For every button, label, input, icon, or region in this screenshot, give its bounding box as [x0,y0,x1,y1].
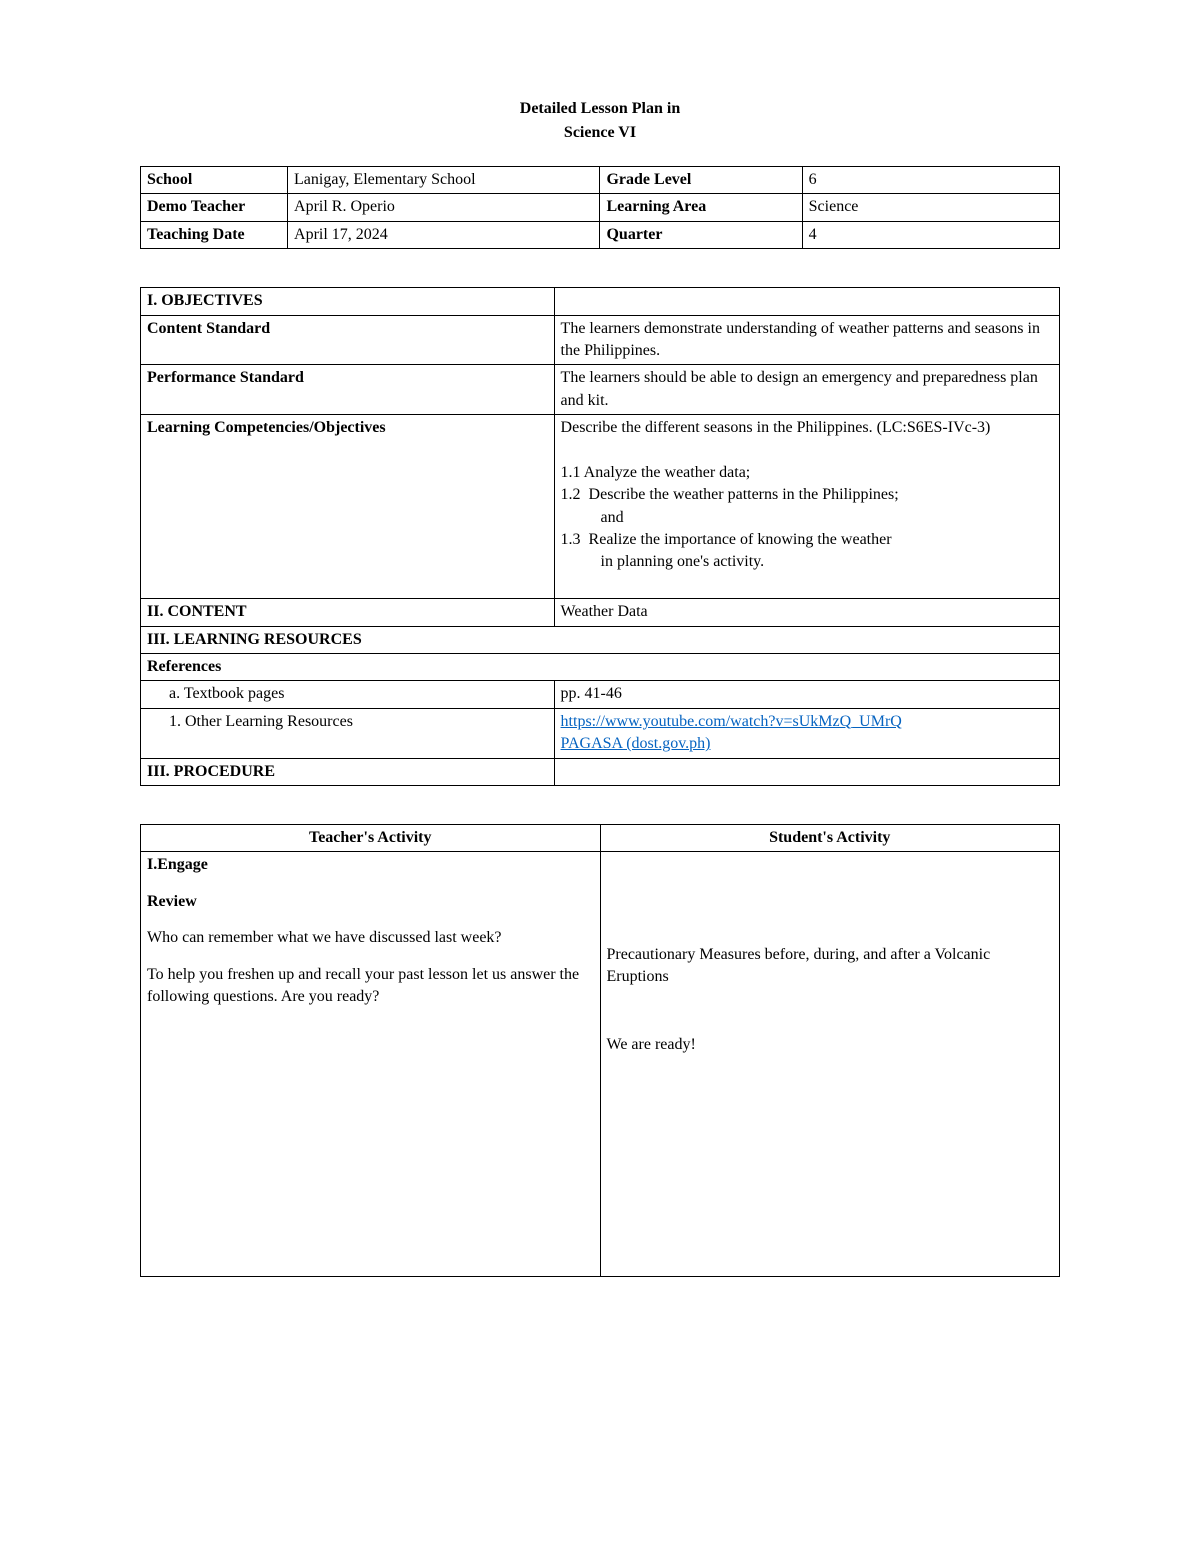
competency-1: 1.1 Analyze the weather data; [561,464,751,481]
table-row: Content Standard The learners demonstrat… [141,315,1060,365]
table-row: III. LEARNING RESOURCES [141,626,1060,653]
resources-section: III. LEARNING RESOURCES [141,626,1060,653]
textbook-value: pp. 41-46 [554,681,1059,708]
teacher-activity-header: Teacher's Activity [141,824,601,851]
table-row: Teaching Date April 17, 2024 Quarter 4 [141,221,1060,248]
competencies-label: Learning Competencies/Objectives [141,415,555,599]
quarter-value: 4 [802,221,1059,248]
engage-heading: I.Engage [147,856,208,873]
table-row: Teacher's Activity Student's Activity [141,824,1060,851]
date-label: Teaching Date [141,221,288,248]
table-row: Performance Standard The learners should… [141,365,1060,415]
table-row: 1. Other Learning Resources https://www.… [141,708,1060,758]
competency-3: 1.3 Realize the importance of knowing th… [561,531,892,548]
info-table: School Lanigay, Elementary School Grade … [140,166,1060,249]
objectives-table: I. OBJECTIVES Content Standard The learn… [140,287,1060,786]
teacher-activity-cell: I.Engage Review Who can remember what we… [141,852,601,1277]
lesson-plan-page: Detailed Lesson Plan in Science VI Schoo… [0,0,1200,1553]
other-resources-value: https://www.youtube.com/watch?v=sUkMzQ_U… [554,708,1059,758]
table-row: I.Engage Review Who can remember what we… [141,852,1060,1277]
student-activity-header: Student's Activity [600,824,1060,851]
content-value: Weather Data [554,599,1059,626]
grade-value: 6 [802,167,1059,194]
activity-table: Teacher's Activity Student's Activity I.… [140,824,1060,1277]
teacher-q2: To help you freshen up and recall your p… [147,964,594,1009]
performance-standard-label: Performance Standard [141,365,555,415]
objectives-section: I. OBJECTIVES [141,288,555,315]
school-value: Lanigay, Elementary School [288,167,600,194]
pagasa-link[interactable]: PAGASA (dost.gov.ph) [561,735,711,752]
empty-cell [554,288,1059,315]
content-standard-label: Content Standard [141,315,555,365]
procedure-section: III. PROCEDURE [141,758,555,785]
page-title: Detailed Lesson Plan in [140,100,1060,118]
textbook-label: a. Textbook pages [141,681,555,708]
teacher-label: Demo Teacher [141,194,288,221]
competency-3-cont: in planning one's activity. [561,551,1053,573]
youtube-link[interactable]: https://www.youtube.com/watch?v=sUkMzQ_U… [561,713,902,730]
area-label: Learning Area [600,194,802,221]
date-value: April 17, 2024 [288,221,600,248]
competencies-intro: Describe the different seasons in the Ph… [561,419,991,436]
student-activity-cell: Precautionary Measures before, during, a… [600,852,1060,1277]
table-row: I. OBJECTIVES [141,288,1060,315]
competencies-value: Describe the different seasons in the Ph… [554,415,1059,599]
grade-label: Grade Level [600,167,802,194]
empty-cell [554,758,1059,785]
other-resources-label: 1. Other Learning Resources [141,708,555,758]
content-section: II. CONTENT [141,599,555,626]
quarter-label: Quarter [600,221,802,248]
student-a2: We are ready! [607,1036,696,1053]
school-label: School [141,167,288,194]
page-subtitle: Science VI [140,124,1060,142]
table-row: III. PROCEDURE [141,758,1060,785]
references-label: References [141,654,1060,681]
review-heading: Review [147,891,594,913]
table-row: a. Textbook pages pp. 41-46 [141,681,1060,708]
student-a1: Precautionary Measures before, during, a… [607,946,991,985]
table-row: Demo Teacher April R. Operio Learning Ar… [141,194,1060,221]
table-row: References [141,654,1060,681]
competency-2: 1.2 Describe the weather patterns in the… [561,486,899,503]
performance-standard-value: The learners should be able to design an… [554,365,1059,415]
table-row: II. CONTENT Weather Data [141,599,1060,626]
competency-2-cont: and [561,507,1053,529]
teacher-q1: Who can remember what we have discussed … [147,927,594,949]
content-standard-value: The learners demonstrate understanding o… [554,315,1059,365]
area-value: Science [802,194,1059,221]
table-row: Learning Competencies/Objectives Describ… [141,415,1060,599]
table-row: School Lanigay, Elementary School Grade … [141,167,1060,194]
teacher-value: April R. Operio [288,194,600,221]
